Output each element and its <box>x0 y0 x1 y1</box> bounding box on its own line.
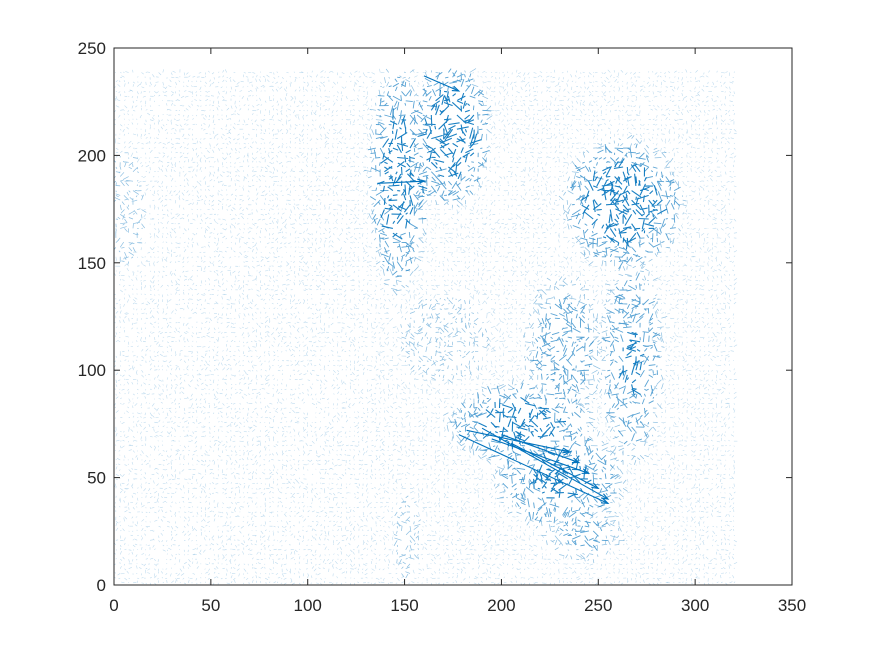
x-tick-label: 200 <box>487 596 515 615</box>
x-tick-label: 300 <box>681 596 709 615</box>
long-vector <box>501 434 580 464</box>
long-vector <box>491 438 589 474</box>
x-tick-label: 250 <box>584 596 612 615</box>
y-tick-label: 0 <box>97 576 106 595</box>
x-tick-label: 100 <box>294 596 322 615</box>
y-tick-label: 100 <box>78 361 106 380</box>
x-tick-label: 350 <box>778 596 806 615</box>
long-vector <box>481 427 609 500</box>
axes-box <box>113 47 793 586</box>
x-tick-label: 150 <box>390 596 418 615</box>
y-tick-label: 200 <box>78 146 106 165</box>
long-vectors <box>377 75 610 505</box>
axes-background <box>114 48 792 585</box>
long-vector <box>466 429 570 453</box>
long-vector-head <box>591 482 600 490</box>
long-vector <box>458 434 609 504</box>
long-vector-head <box>451 85 461 92</box>
y-tick-label: 150 <box>78 254 106 273</box>
long-vector-head <box>417 178 426 185</box>
quiver-arrows-density-0 <box>114 68 738 585</box>
quiver-arrows-density-3 <box>376 89 668 499</box>
long-vector-head <box>600 493 610 500</box>
long-vector-head <box>562 447 571 454</box>
x-tick-label: 0 <box>109 596 118 615</box>
long-vector-head <box>571 457 581 464</box>
x-tick-label: 50 <box>201 596 220 615</box>
long-vector-head <box>581 468 591 474</box>
x-axis: 0 50 100 150 200 250 300 350 <box>109 48 806 615</box>
y-tick-label: 50 <box>87 469 106 488</box>
long-vector <box>377 180 424 184</box>
quiver-arrows-density-1 <box>114 68 687 579</box>
y-tick-label: 250 <box>78 39 106 58</box>
y-axis: 0 50 100 150 200 250 <box>78 39 792 595</box>
long-vector-head <box>600 498 610 505</box>
long-vector <box>423 75 460 92</box>
